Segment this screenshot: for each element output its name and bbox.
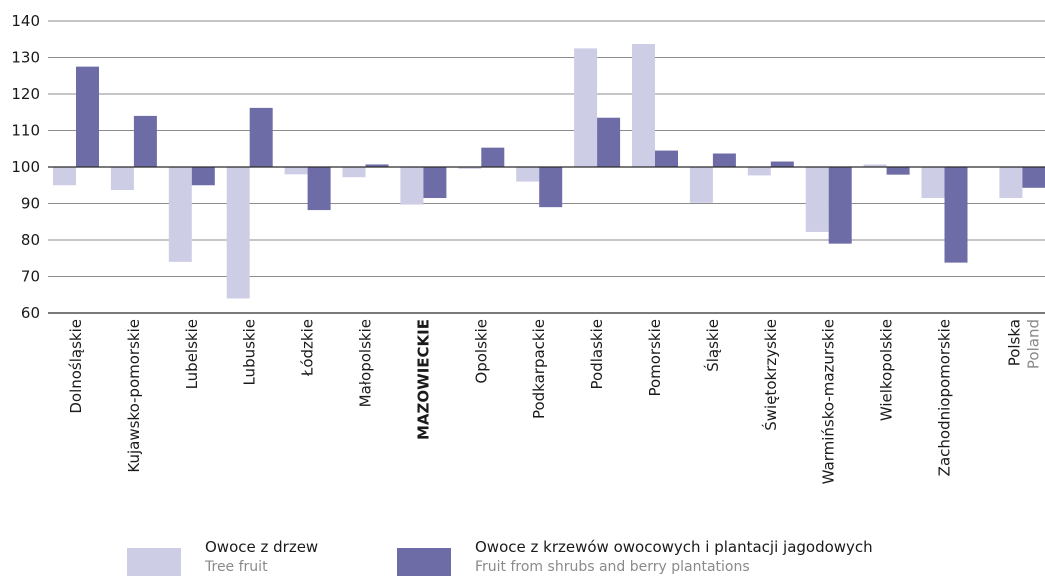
x-tick-label: Opolskie (472, 319, 490, 384)
bar-shrub-fruit (655, 150, 678, 167)
legend-swatch-tree-fruit (127, 548, 181, 576)
legend-item-shrub-fruit: Owoce z krzewów owocowych i plantacji ja… (397, 538, 1037, 578)
bar-tree-fruit (805, 167, 829, 232)
x-tick-label: Śląskie (703, 319, 722, 372)
bar-shrub-fruit (712, 153, 736, 167)
bar-shrub-fruit (886, 167, 910, 175)
bar-tree-fruit (53, 167, 76, 186)
bar-tree-fruit (400, 167, 424, 205)
x-tick-label: Świętokrzyskie (761, 319, 780, 431)
bar-tree-fruit (110, 167, 134, 190)
legend-label-en: Fruit from shrubs and berry plantations (475, 559, 750, 575)
bar-shrub-fruit (1022, 167, 1045, 188)
bar-tree-fruit (516, 167, 540, 182)
x-tick-label: Łódzkie (299, 319, 317, 377)
x-tick-label: Zachodniopomorskie (936, 319, 954, 476)
legend-label: Owoce z krzewów owocowych i plantacji ja… (475, 538, 873, 556)
bar-shrub-fruit (828, 167, 852, 244)
y-tick-label: 60 (21, 304, 40, 322)
bar-tree-fruit (574, 48, 598, 167)
bar-shrub-fruit (423, 167, 447, 199)
bar-shrub-fruit (191, 167, 215, 186)
bar-shrub-fruit (481, 147, 505, 167)
bar-tree-fruit (284, 167, 308, 175)
x-tick-label: Lubuskie (241, 319, 259, 386)
y-tick-label: 120 (11, 85, 40, 103)
y-tick-label: 140 (11, 12, 40, 30)
x-tick-label: Lubelskie (183, 319, 201, 389)
bar-tree-fruit (747, 167, 771, 176)
bar-tree-fruit (458, 167, 482, 169)
bar-tree-fruit (168, 167, 192, 262)
bar-tree-fruit (632, 43, 655, 168)
legend-swatch-shrub-fruit (397, 548, 451, 576)
legend-label: Owoce z drzew (205, 538, 319, 556)
x-tick-label: Warmińsko-mazurskie (820, 319, 838, 484)
bar-tree-fruit (689, 167, 713, 203)
x-tick-label: Kujawsko-pomorskie (125, 319, 143, 473)
bar-shrub-fruit (249, 107, 273, 167)
bar-tree-fruit (863, 164, 887, 167)
bar-shrub-fruit (944, 167, 968, 263)
bar-shrub-fruit (307, 167, 331, 211)
bar-tree-fruit (999, 167, 1023, 199)
legend-item-tree-fruit: Owoce z drzew Tree fruit (127, 538, 387, 578)
bar-shrub-fruit (597, 117, 621, 167)
legend-label-en: Tree fruit (205, 559, 268, 575)
y-tick-label: 90 (21, 195, 40, 213)
x-tick-label: Dolnośląskie (67, 319, 85, 414)
y-axis: 60 70 80 90 100 110 120 130 140 (11, 12, 40, 322)
y-tick-label: 80 (21, 231, 40, 249)
bar-shrub-fruit (365, 164, 389, 167)
x-tick-sublabel: Poland (1024, 319, 1042, 369)
bar-shrub-fruit (76, 66, 99, 167)
bar-shrub-fruit (770, 161, 794, 167)
bar-shrub-fruit (133, 115, 157, 167)
x-tick-label: Pomorskie (646, 319, 664, 397)
y-tick-label: 130 (11, 49, 40, 67)
bars (53, 43, 1045, 299)
x-tick-label: Małopolskie (357, 319, 375, 407)
bar-tree-fruit (342, 167, 366, 178)
x-tick-label: MAZOWIECKIE (414, 319, 432, 440)
y-tick-label: 70 (21, 268, 40, 286)
y-tick-label: 110 (11, 122, 40, 140)
bar-tree-fruit (226, 167, 250, 299)
x-tick-label: Wielkopolskie (878, 319, 896, 421)
bar-chart: 60 70 80 90 100 110 120 130 140 Dolnośląskie Kuja… (11, 12, 1045, 484)
x-tick-label: Podkarpackie (530, 319, 548, 419)
bar-shrub-fruit (539, 167, 563, 208)
bar-tree-fruit (921, 167, 945, 199)
x-tick-label: Podlaskie (588, 319, 606, 389)
x-tick-label: Polska (1005, 319, 1023, 366)
x-axis: Dolnośląskie Kujawsko-pomorskie Lubelskie L… (48, 166, 1045, 484)
y-tick-label: 100 (11, 158, 40, 176)
